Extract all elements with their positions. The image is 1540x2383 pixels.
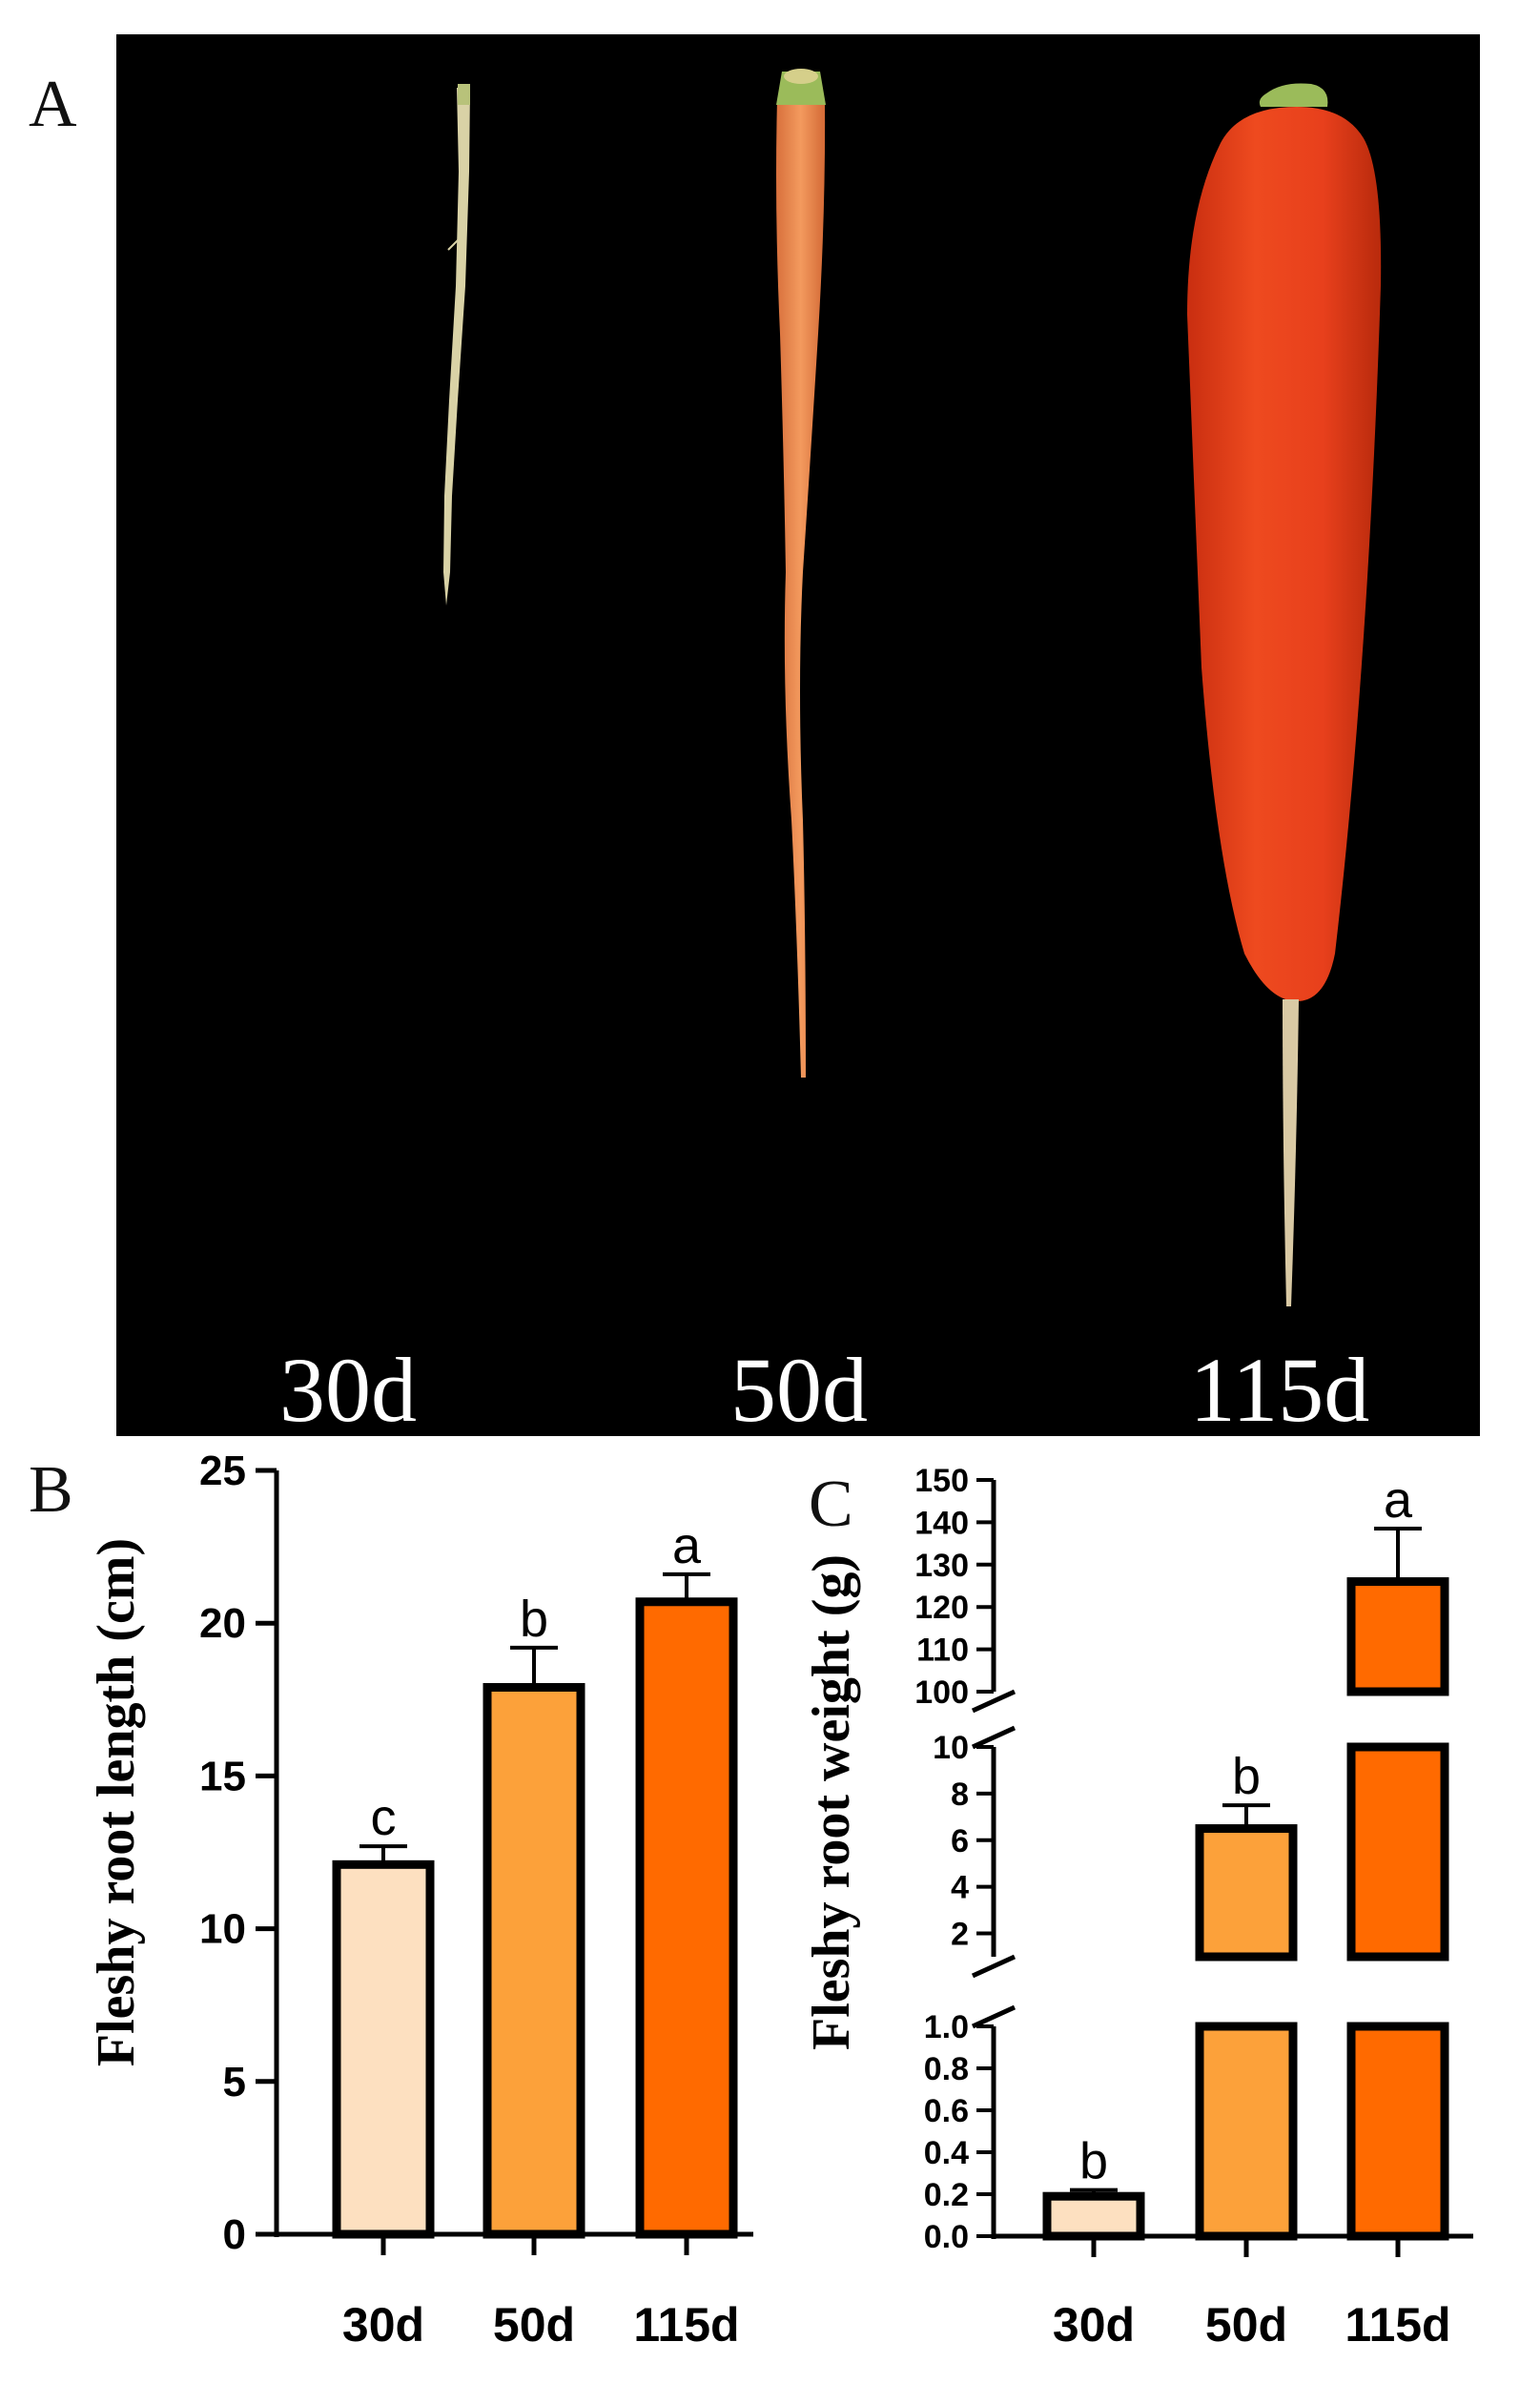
y-tick-label-c: 110 xyxy=(916,1633,969,1669)
x-tick-label-b: 30d xyxy=(342,2298,424,2352)
y-tick-label-c: 0.8 xyxy=(924,2051,969,2087)
photo-label-115d: 115d xyxy=(1190,1339,1369,1441)
y-tick-label-c: 10 xyxy=(933,1730,969,1766)
y-tick-label-c: 0.0 xyxy=(924,2219,969,2255)
axis-break-mark-c xyxy=(971,1725,1016,1750)
root-50d xyxy=(776,69,826,1078)
y-tick-label-c: 140 xyxy=(914,1505,969,1541)
bar-c xyxy=(1195,1824,1298,1962)
y-tick-label-c: 4 xyxy=(951,1870,969,1906)
significance-label-b: b xyxy=(520,1591,548,1648)
panel-letter-b: B xyxy=(29,1453,73,1527)
significance-label-b: a xyxy=(672,1517,702,1574)
y-tick-label-b: 10 xyxy=(199,1906,246,1953)
bar-b xyxy=(483,1682,585,2239)
chart-c: C Fleshy root weight (g) 0.0 0.2 0.4 0.6 0.8… xyxy=(802,1463,1473,2352)
y-axis-title-c: Fleshy root weight (g) xyxy=(802,1554,861,2050)
y-tick-label-b: 0 xyxy=(223,2211,246,2258)
panel-letter-c: C xyxy=(809,1468,853,1541)
x-tick-label-c: 30d xyxy=(1053,2298,1135,2352)
y-tick-label-b: 25 xyxy=(199,1448,246,1494)
x-tick-label-b: 115d xyxy=(633,2298,739,2352)
axis-break-mark-c xyxy=(971,1689,1016,1714)
y-tick-label-c: 2 xyxy=(951,1917,969,1953)
significance-label-c: b xyxy=(1232,1748,1261,1805)
photo-label-30d: 30d xyxy=(279,1339,417,1441)
y-tick-label-c: 8 xyxy=(951,1777,969,1813)
bar-c xyxy=(1346,2022,1449,2241)
y-tick-label-c: 150 xyxy=(914,1463,969,1499)
y-tick-label-b: 15 xyxy=(199,1753,246,1799)
x-tick-label-c: 50d xyxy=(1205,2298,1287,2352)
axis-break-mark-c xyxy=(971,1954,1016,1979)
significance-label-b: c xyxy=(371,1789,397,1846)
root-30d xyxy=(443,84,470,606)
bar-c xyxy=(1346,1577,1449,1696)
y-tick-label-c: 0.2 xyxy=(924,2177,969,2213)
photo-label-50d: 50d xyxy=(730,1339,868,1441)
y-tick-label-b: 20 xyxy=(199,1600,246,1647)
y-tick-label-c: 130 xyxy=(914,1548,969,1584)
y-tick-label-c: 100 xyxy=(914,1674,969,1711)
y-tick-label-c: 0.6 xyxy=(924,2093,969,2129)
x-tick-label-c: 115d xyxy=(1345,2298,1450,2352)
bar-b xyxy=(332,1859,435,2239)
y-tick-label-b: 5 xyxy=(223,2059,246,2106)
x-tick-label-b: 50d xyxy=(493,2298,575,2352)
y-tick-label-c: 0.4 xyxy=(924,2135,969,2171)
y-tick-label-c: 1.0 xyxy=(924,2009,969,2045)
bar-c xyxy=(1346,1742,1449,1962)
root-115d xyxy=(1187,83,1382,1306)
photo-panel: A 30d 50d 115d xyxy=(29,34,1480,1441)
bar-c xyxy=(1042,2191,1145,2241)
significance-label-c: a xyxy=(1384,1471,1413,1529)
axis-break-mark-c xyxy=(971,2004,1016,2029)
significance-label-c: b xyxy=(1079,2133,1108,2190)
y-axis-title-b: Fleshy root length (cm) xyxy=(87,1538,146,2066)
bar-c xyxy=(1195,2022,1298,2241)
bar-b xyxy=(635,1597,738,2239)
y-tick-label-c: 120 xyxy=(914,1590,969,1626)
y-tick-label-c: 6 xyxy=(951,1823,969,1859)
panel-letter-a: A xyxy=(29,68,77,141)
chart-b: B Fleshy root length (cm) 0 5 10 15 20 25 c 30d… xyxy=(29,1448,753,2352)
